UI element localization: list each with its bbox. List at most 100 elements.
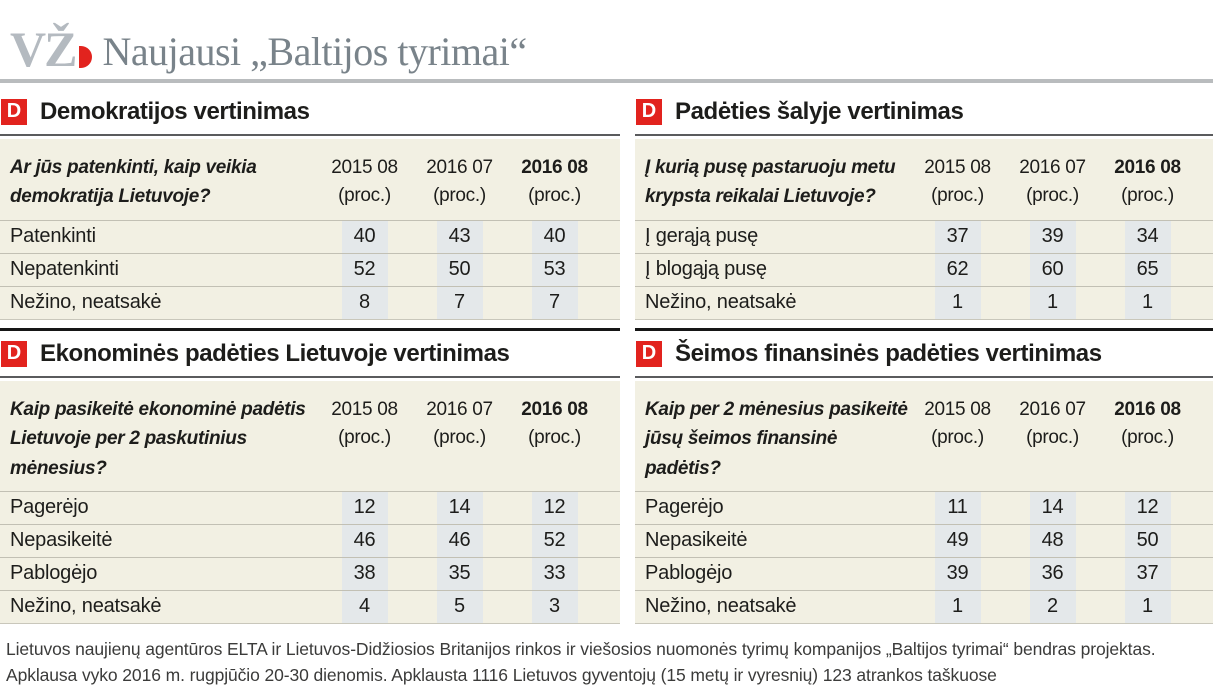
survey-panel: D Ekonominės padėties Lietuvoje vertinim… — [0, 337, 620, 624]
value-cell: 50 — [1100, 524, 1195, 557]
value: 14 — [1029, 491, 1076, 524]
table-row: Nepasikeitė 49 48 50 — [635, 523, 1213, 557]
value: 40 — [531, 220, 578, 253]
row-label: Nepasikeitė — [645, 529, 748, 552]
column-year: 2016 08 — [1114, 398, 1181, 420]
value: 35 — [436, 557, 483, 590]
value: 50 — [1124, 524, 1171, 557]
value: 11 — [934, 491, 981, 524]
table-header: Kaip pasikeitė ekonominė padėtis Lietuvo… — [0, 381, 620, 491]
table-header: Į kurią pusę pastaruoju metu krypsta rei… — [635, 139, 1213, 220]
column-headers: 2015 08 (proc.) 2016 07 (proc.) 2016 08 (proc… — [910, 381, 1213, 491]
value-cell: 38 — [317, 557, 412, 590]
value-cell: 46 — [317, 524, 412, 557]
value-cell: 1 — [1005, 286, 1100, 319]
table-rows: Į gerąją pusę 37 39 34 Į blogąją pusę 62 60 65 N… — [635, 219, 1213, 319]
table-row: Į gerąją pusę 37 39 34 — [635, 219, 1213, 253]
column-headers: 2015 08 (proc.) 2016 07 (proc.) 2016 08 (proc… — [317, 381, 620, 491]
value-cell: 40 — [317, 220, 412, 253]
survey-panel: D Šeimos finansinės padėties vertinimas … — [635, 337, 1213, 624]
value: 1 — [1124, 590, 1171, 623]
value-cell: 43 — [412, 220, 507, 253]
column-header: 2015 08 (proc.) — [317, 396, 412, 453]
survey-question: Kaip pasikeitė ekonominė padėtis Lietuvo… — [10, 398, 306, 479]
panel-table: Ar jūs patenkinti, kaip veikia demokrati… — [0, 138, 620, 320]
row-label: Nepatenkinti — [10, 258, 119, 281]
column-header: 2015 08 (proc.) — [910, 154, 1005, 211]
value-cell: 1 — [910, 590, 1005, 623]
value-cell: 46 — [412, 524, 507, 557]
value: 12 — [531, 491, 578, 524]
vz-logo: VŽ — [10, 20, 77, 77]
table-row: Pagerėjo 11 14 12 — [635, 490, 1213, 524]
value-cell: 12 — [1100, 491, 1195, 524]
table-row: Pablogėjo 39 36 37 — [635, 556, 1213, 590]
column-unit: (proc.) — [528, 427, 581, 449]
column-header: 2015 08 (proc.) — [910, 396, 1005, 453]
value: 52 — [531, 524, 578, 557]
value-cell: 52 — [317, 253, 412, 286]
table-row: Nežino, neatsakė 1 2 1 — [635, 589, 1213, 623]
column-unit: (proc.) — [1121, 427, 1174, 449]
row-label: Nežino, neatsakė — [645, 595, 797, 618]
value: 12 — [341, 491, 388, 524]
vz-d-icon: D — [1, 98, 27, 125]
row-label: Nežino, neatsakė — [645, 291, 797, 314]
column-headers: 2015 08 (proc.) 2016 07 (proc.) 2016 08 (proc… — [910, 139, 1213, 220]
value-cell: 3 — [507, 590, 602, 623]
value-cell: 36 — [1005, 557, 1100, 590]
value: 4 — [341, 590, 388, 623]
value-cell: 7 — [412, 286, 507, 319]
value: 1 — [934, 590, 981, 623]
value-cell: 53 — [507, 253, 602, 286]
value: 43 — [436, 220, 483, 253]
table-row: Į blogąją pusę 62 60 65 — [635, 252, 1213, 286]
value-cell: 52 — [507, 524, 602, 557]
value-cell: 62 — [910, 253, 1005, 286]
column-unit: (proc.) — [931, 427, 984, 449]
panel-table: Kaip per 2 mėnesius pasikeitė jūsų šeimo… — [635, 380, 1213, 624]
value-cell: 1 — [910, 286, 1005, 319]
value-cell: 33 — [507, 557, 602, 590]
panel-table: Kaip pasikeitė ekonominė padėtis Lietuvo… — [0, 380, 620, 624]
survey-question: Į kurią pusę pastaruoju metu krypsta rei… — [645, 156, 896, 208]
survey-panel: D Padėties šalyje vertinimas Į kurią pus… — [635, 95, 1213, 331]
column-headers: 2015 08 (proc.) 2016 07 (proc.) 2016 08 (proc… — [317, 139, 620, 220]
row-label: Nežino, neatsakė — [10, 595, 162, 618]
table-rows: Patenkinti 40 43 40 Nepatenkinti 52 50 53 Nežino… — [0, 219, 620, 319]
panel-title: Padėties šalyje vertinimas — [675, 97, 964, 125]
survey-panel: D Demokratijos vertinimas Ar jūs patenki… — [0, 95, 620, 331]
value-cell: 11 — [910, 491, 1005, 524]
panel-header: D Šeimos finansinės padėties vertinimas — [635, 337, 1213, 378]
value-cell: 12 — [507, 491, 602, 524]
column-unit: (proc.) — [1026, 185, 1079, 207]
column-year: 2016 07 — [426, 156, 493, 178]
value: 53 — [531, 253, 578, 286]
value: 1 — [1029, 286, 1076, 319]
row-label: Pagerėjo — [645, 496, 724, 519]
value-cell: 39 — [1005, 220, 1100, 253]
column-unit: (proc.) — [338, 185, 391, 207]
page-title: Naujausi „Baltijos tyrimai“ — [102, 28, 527, 74]
table-rows: Pagerėjo 12 14 12 Nepasikeitė 46 46 52 Pablogėjo… — [0, 490, 620, 623]
column-header: 2016 07 (proc.) — [412, 396, 507, 453]
table-header: Ar jūs patenkinti, kaip veikia demokrati… — [0, 139, 620, 220]
value: 7 — [436, 286, 483, 319]
value-cell: 1 — [1100, 590, 1195, 623]
value: 8 — [341, 286, 388, 319]
value-cell: 1 — [1100, 286, 1195, 319]
survey-question: Ar jūs patenkinti, kaip veikia demokrati… — [10, 156, 257, 208]
header-divider — [0, 78, 1213, 83]
panel-header: D Padėties šalyje vertinimas — [635, 95, 1213, 136]
row-label: Patenkinti — [10, 225, 96, 248]
value: 36 — [1029, 557, 1076, 590]
row-label: Pablogėjo — [645, 562, 733, 585]
column-year: 2015 08 — [924, 398, 991, 420]
value-cell: 48 — [1005, 524, 1100, 557]
value-cell: 50 — [412, 253, 507, 286]
value-cell: 8 — [317, 286, 412, 319]
value: 39 — [934, 557, 981, 590]
vz-logo-red-drop-icon — [79, 45, 93, 68]
panel-table: Į kurią pusę pastaruoju metu krypsta rei… — [635, 138, 1213, 320]
value-cell: 2 — [1005, 590, 1100, 623]
